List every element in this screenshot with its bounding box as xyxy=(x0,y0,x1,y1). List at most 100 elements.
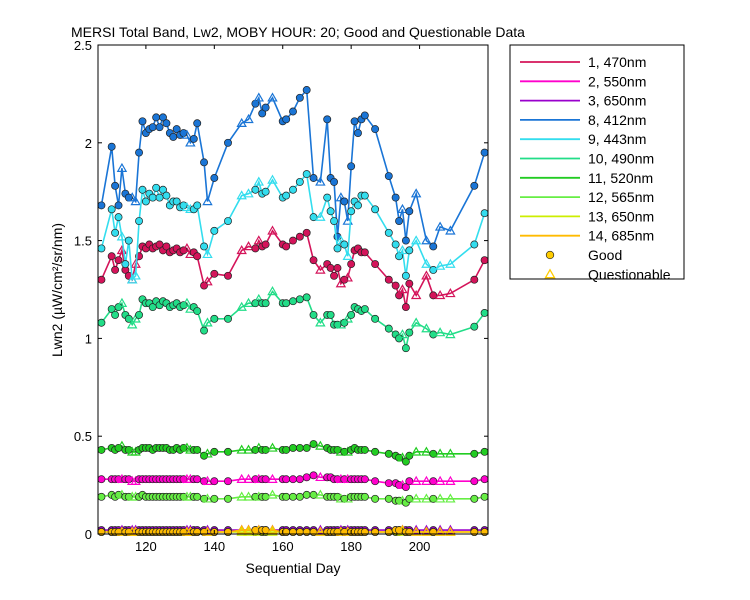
good-point xyxy=(401,303,410,312)
good-point xyxy=(371,447,380,456)
chart-title: MERSI Total Band, Lw2, MOBY HOUR: 20; Go… xyxy=(71,24,525,40)
good-point xyxy=(155,123,164,132)
questionable-point xyxy=(315,524,326,534)
good-point xyxy=(391,281,400,290)
good-point xyxy=(224,477,232,486)
good-point xyxy=(111,265,120,274)
questionable-point xyxy=(315,317,326,327)
questionable-point xyxy=(397,329,408,339)
good-point xyxy=(224,528,232,536)
questionable-point xyxy=(267,286,278,296)
good-point xyxy=(309,440,318,448)
questionable-point xyxy=(315,211,326,221)
legend-item-3-650nm: 3, 650nm xyxy=(520,93,646,109)
questionable-point xyxy=(342,250,353,260)
series-10-490nm xyxy=(97,286,489,353)
questionable-point xyxy=(202,493,213,503)
good-point xyxy=(480,148,489,157)
good-point xyxy=(251,244,260,253)
good-point xyxy=(111,310,120,319)
questionable-point xyxy=(267,225,278,235)
good-point xyxy=(371,528,380,536)
questionable-point xyxy=(116,231,128,241)
good-point xyxy=(429,494,438,503)
questionable-point xyxy=(267,489,278,499)
good-point xyxy=(323,193,332,202)
questionable-point xyxy=(267,174,278,184)
good-point xyxy=(480,475,489,484)
good-point xyxy=(470,275,479,284)
good-point xyxy=(295,177,304,186)
questionable-point xyxy=(253,176,265,186)
good-point xyxy=(159,113,167,122)
good-point xyxy=(340,318,349,327)
good-point xyxy=(470,477,479,486)
good-point xyxy=(309,256,318,265)
good-point xyxy=(340,197,349,206)
questionable-point xyxy=(243,241,254,251)
good-point xyxy=(360,111,369,120)
good-point xyxy=(282,115,291,124)
good-point xyxy=(289,107,297,116)
good-point xyxy=(384,494,393,503)
questionable-point xyxy=(126,192,138,202)
good-point xyxy=(200,281,209,290)
questionable-point xyxy=(421,258,432,268)
legend-label: 9, 443nm xyxy=(588,131,646,147)
good-point xyxy=(302,443,311,452)
good-point xyxy=(302,490,311,499)
questionable-point xyxy=(181,297,193,307)
good-point xyxy=(371,260,380,269)
good-point xyxy=(224,217,232,225)
good-point xyxy=(470,528,479,536)
questionable-point xyxy=(116,297,128,307)
questionable-point xyxy=(410,188,422,198)
good-point xyxy=(282,492,291,501)
questionable-point xyxy=(243,491,254,501)
questionable-point xyxy=(445,524,456,534)
questionable-point xyxy=(421,270,432,280)
questionable-point xyxy=(445,258,456,268)
legend-box xyxy=(509,44,685,280)
good-point xyxy=(97,475,106,484)
good-point xyxy=(261,445,270,454)
good-point xyxy=(429,477,438,486)
questionable-point xyxy=(410,235,422,245)
questionable-point xyxy=(315,176,326,186)
good-point xyxy=(251,185,260,194)
good-point xyxy=(97,201,106,210)
good-point xyxy=(172,125,181,134)
questionable-point xyxy=(410,475,422,485)
good-point xyxy=(282,445,291,454)
good-point xyxy=(429,449,438,458)
good-point xyxy=(330,271,339,280)
good-point xyxy=(354,201,362,210)
good-point xyxy=(224,494,232,503)
good-point xyxy=(333,264,342,272)
good-point xyxy=(395,334,404,343)
y-axis: 0 0.5 1 1.5 2 2.5 xyxy=(74,38,488,542)
questionable-point xyxy=(342,272,353,282)
good-point xyxy=(371,477,380,486)
good-point xyxy=(371,494,380,503)
good-point xyxy=(200,242,209,251)
questionable-point xyxy=(243,526,254,536)
legend-item-8-412nm: 8, 412nm xyxy=(520,112,646,128)
good-point xyxy=(360,248,369,257)
legend-label: 8, 412nm xyxy=(588,112,646,128)
legend-marker-circle xyxy=(545,250,555,260)
good-point xyxy=(210,494,219,503)
good-point xyxy=(470,181,479,190)
good-point xyxy=(114,201,123,210)
good-point xyxy=(138,185,147,194)
good-point xyxy=(148,193,157,202)
good-point xyxy=(480,256,489,265)
questionable-point xyxy=(445,526,456,536)
good-point xyxy=(480,447,489,456)
questionable-point xyxy=(236,190,247,200)
good-point xyxy=(401,457,410,466)
questionable-point xyxy=(267,92,278,102)
good-point xyxy=(261,240,270,249)
good-point xyxy=(189,134,198,143)
questionable-point xyxy=(202,276,213,286)
